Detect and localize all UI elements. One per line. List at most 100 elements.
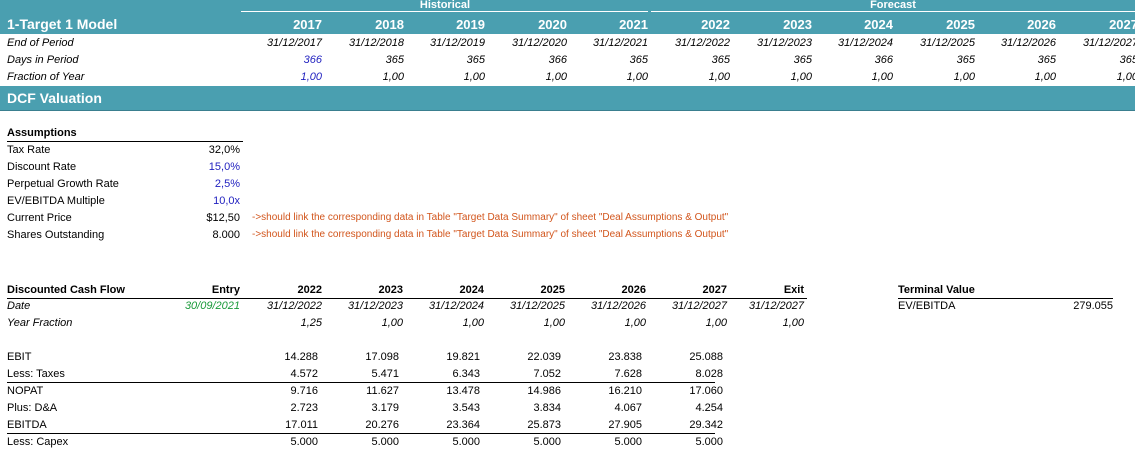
dcf-value-cell[interactable]: 13.478 [446,385,480,397]
dcf-value-cell[interactable]: 25.088 [689,351,723,363]
days-in-period-cell[interactable]: 366 [303,54,322,66]
assumption-value[interactable]: 10,0x [213,195,240,207]
dcf-year-fraction-cell[interactable]: 1,00 [381,317,403,329]
fraction-of-year-cell[interactable]: 1,00 [545,71,567,83]
forecast-divider [651,11,1135,12]
dcf-value-cell[interactable]: 16.210 [608,385,642,397]
fraction-of-year-cell[interactable]: 1,00 [382,71,404,83]
assumption-value[interactable]: 2,5% [214,178,240,190]
dcf-value-cell[interactable]: 5.000 [371,436,399,448]
end-of-period-cell[interactable]: 31/12/2022 [674,37,730,49]
end-of-period-cell[interactable]: 31/12/2021 [592,37,648,49]
dcf-date-cell[interactable]: 31/12/2027 [671,300,727,312]
dcf-value-cell[interactable]: 4.572 [290,368,318,380]
dcf-date-cell[interactable]: 31/12/2024 [428,300,484,312]
days-in-period-cell[interactable]: 365 [956,54,975,66]
dcf-year-fraction-cell[interactable]: 1,00 [462,317,484,329]
dcf-year-fraction-cell[interactable]: 1,25 [300,317,322,329]
dcf-value-cell[interactable]: 14.288 [284,351,318,363]
ebitda-underline [7,433,715,434]
dcf-value-cell[interactable]: 7.628 [614,368,642,380]
days-in-period-cell[interactable]: 366 [874,54,893,66]
dcf-value-cell[interactable]: 23.364 [446,419,480,431]
days-in-period-cell[interactable]: 365 [793,54,812,66]
fraction-of-year-cell[interactable]: 1,00 [1034,71,1056,83]
days-in-period-cell[interactable]: 365 [1119,54,1135,66]
dcf-value-cell[interactable]: 22.039 [527,351,561,363]
end-of-period-cell[interactable]: 31/12/2017 [266,37,322,49]
dcf-value-cell[interactable]: 3.179 [371,402,399,414]
dcf-value-cell[interactable]: 8.028 [695,368,723,380]
dcf-value-cell[interactable]: 5.000 [290,436,318,448]
dcf-value-cell[interactable]: 17.060 [689,385,723,397]
dcf-date-cell[interactable]: 31/12/2023 [347,300,403,312]
dcf-value-cell[interactable]: 17.098 [365,351,399,363]
assumption-note: ->should link the corresponding data in … [252,212,729,223]
end-of-period-cell[interactable]: 31/12/2027 [1082,37,1135,49]
year-header-2024: 2024 [864,17,893,32]
dcf-value-cell[interactable]: 23.838 [608,351,642,363]
dcf-value-cell[interactable]: 11.627 [366,385,399,397]
assumption-value[interactable]: 15,0% [208,161,240,173]
dcf-value-cell[interactable]: 5.000 [533,436,561,448]
dcf-value-cell[interactable]: 2.723 [290,402,318,414]
days-in-period-cell[interactable]: 365 [1037,54,1056,66]
dcf-value-cell[interactable]: 27.905 [608,419,642,431]
dcf-value-cell[interactable]: 5.000 [452,436,480,448]
dcf-value-cell[interactable]: 9.716 [290,385,318,397]
days-in-period-cell[interactable]: 365 [629,54,648,66]
dcf-value-cell[interactable]: 5.471 [371,368,399,380]
dcf-value-cell[interactable]: 6.343 [452,368,480,380]
end-of-period-cell[interactable]: 31/12/2018 [348,37,404,49]
end-of-period-cell[interactable]: 31/12/2026 [1000,37,1056,49]
assumption-value[interactable]: $12,50 [206,212,240,224]
dcf-value-cell[interactable]: 19.821 [446,351,480,363]
dcf-value-cell[interactable]: 14.986 [527,385,561,397]
dcf-value-cell[interactable]: 20.276 [365,419,399,431]
end-of-period-cell[interactable]: 31/12/2020 [511,37,567,49]
dcf-value-cell[interactable]: 7.052 [533,368,561,380]
dcf-date-cell[interactable]: 31/12/2027 [748,300,804,312]
end-of-period-cell[interactable]: 31/12/2023 [756,37,812,49]
end-of-period-cell[interactable]: 31/12/2019 [429,37,485,49]
end-of-period-cell[interactable]: 31/12/2025 [919,37,975,49]
days-in-period-cell[interactable]: 365 [385,54,404,66]
dcf-value-cell[interactable]: 3.543 [452,402,480,414]
dcf-row-label: Plus: D&A [7,402,58,414]
days-in-period-cell[interactable]: 365 [711,54,730,66]
fraction-of-year-cell[interactable]: 1,00 [463,71,485,83]
assumption-note: ->should link the corresponding data in … [252,229,729,240]
fraction-of-year-cell[interactable]: 1,00 [953,71,975,83]
assumption-value[interactable]: 8.000 [212,229,240,241]
terminal-value-amount[interactable]: 279.055 [1073,300,1113,312]
dcf-value-cell[interactable]: 17.011 [285,419,318,431]
dcf-header-underline [7,298,807,299]
fraction-of-year-cell[interactable]: 1,00 [300,71,322,83]
dcf-value-cell[interactable]: 3.834 [533,402,561,414]
fraction-of-year-cell[interactable]: 1,00 [790,71,812,83]
days-in-period-cell[interactable]: 366 [548,54,567,66]
dcf-value-cell[interactable]: 25.873 [527,419,561,431]
year-header-2020: 2020 [538,17,567,32]
dcf-year-fraction-cell[interactable]: 1,00 [705,317,727,329]
fraction-of-year-cell[interactable]: 1,00 [708,71,730,83]
fraction-of-year-cell[interactable]: 1,00 [1116,71,1135,83]
assumption-value[interactable]: 32,0% [208,144,240,156]
dcf-value-cell[interactable]: 4.254 [695,402,723,414]
dcf-value-cell[interactable]: 5.000 [695,436,723,448]
dcf-date-cell[interactable]: 31/12/2026 [590,300,646,312]
dcf-year-fraction-cell[interactable]: 1,00 [782,317,804,329]
forecast-label: Forecast [870,0,916,11]
days-in-period-cell[interactable]: 365 [466,54,485,66]
dcf-date-cell[interactable]: 31/12/2022 [266,300,322,312]
end-of-period-cell[interactable]: 31/12/2024 [837,37,893,49]
dcf-value-cell[interactable]: 4.067 [614,402,642,414]
dcf-year-fraction-cell[interactable]: 1,00 [624,317,646,329]
dcf-date-cell[interactable]: 31/12/2025 [509,300,565,312]
dcf-year-fraction-cell[interactable]: 1,00 [543,317,565,329]
fraction-of-year-cell[interactable]: 1,00 [871,71,893,83]
dcf-date-cell[interactable]: 30/09/2021 [184,300,240,312]
fraction-of-year-cell[interactable]: 1,00 [626,71,648,83]
dcf-value-cell[interactable]: 29.342 [689,419,723,431]
dcf-value-cell[interactable]: 5.000 [614,436,642,448]
